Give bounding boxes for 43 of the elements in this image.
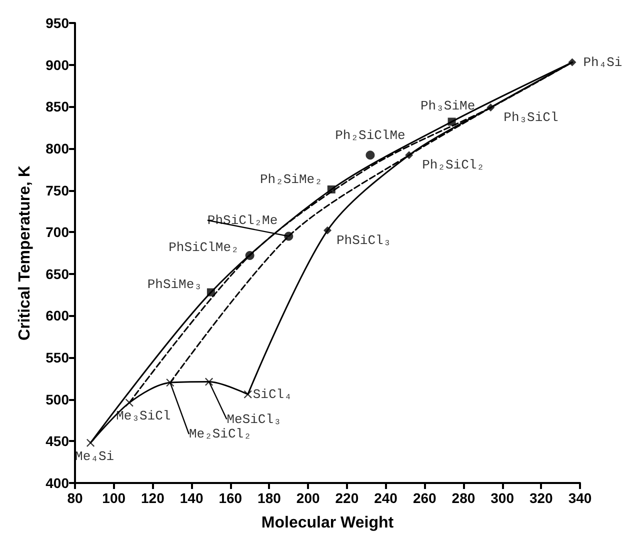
y-tick-label: 500 xyxy=(46,391,70,408)
x-tick-label: 320 xyxy=(529,490,554,506)
annotation: Ph₃SiCl xyxy=(504,110,558,125)
x-tick-label: 300 xyxy=(490,490,514,506)
y-tick-label: 700 xyxy=(46,224,70,240)
y-tick-label: 450 xyxy=(46,433,70,450)
annotation: PhSiCl₂Me xyxy=(207,212,278,228)
x-tick-label: 340 xyxy=(568,490,592,506)
annotation: Ph₂SiCl₂ xyxy=(422,158,484,173)
x-tick-label: 140 xyxy=(180,490,204,506)
annotation: PhSiClMe₂ xyxy=(168,240,239,256)
x-tick-label: 200 xyxy=(296,490,320,506)
annotation: PhSiCl₃ xyxy=(336,232,392,248)
annotation: Me₄Si xyxy=(75,448,114,464)
x-tick-label: 280 xyxy=(452,490,476,506)
annotation: Me₂SiCl₂ xyxy=(188,426,252,442)
x-tick-label: 180 xyxy=(258,490,282,506)
y-tick-label: 650 xyxy=(46,266,70,282)
x-tick-label: 100 xyxy=(102,490,126,506)
y-tick-label: 600 xyxy=(46,308,70,324)
y-tick-label: 900 xyxy=(46,56,70,73)
annotation: Me₃SiCl xyxy=(116,408,171,424)
annotation: SiCl₄ xyxy=(252,386,292,402)
y-tick-label: 400 xyxy=(46,475,70,491)
x-tick-label: 260 xyxy=(412,490,437,506)
y-tick-label: 950 xyxy=(46,15,70,31)
y-axis-title: Critical Temperature, K xyxy=(16,165,34,340)
y-tick-label: 750 xyxy=(46,182,70,198)
x-tick-label: 80 xyxy=(67,490,83,506)
y-tick-label: 550 xyxy=(46,350,70,366)
x-tick-label: 240 xyxy=(374,490,398,506)
x-axis-title: Molecular Weight xyxy=(261,514,394,532)
y-tick-label: 800 xyxy=(46,140,70,156)
x-tick-label: 120 xyxy=(141,490,165,506)
x-tick-label: 160 xyxy=(218,490,242,506)
annotation: Ph₃SiMe xyxy=(420,98,476,114)
annotation: Ph₄Si xyxy=(583,54,622,70)
x-tick-label: 220 xyxy=(335,490,359,506)
annotation: Ph₂SiClMe xyxy=(335,128,406,144)
annotation: Ph₂SiMe₂ xyxy=(260,172,322,187)
annotation: PhSiMe₃ xyxy=(147,276,202,292)
annotation: MeSiCl₃ xyxy=(226,412,282,427)
y-tick-label: 850 xyxy=(46,98,70,115)
